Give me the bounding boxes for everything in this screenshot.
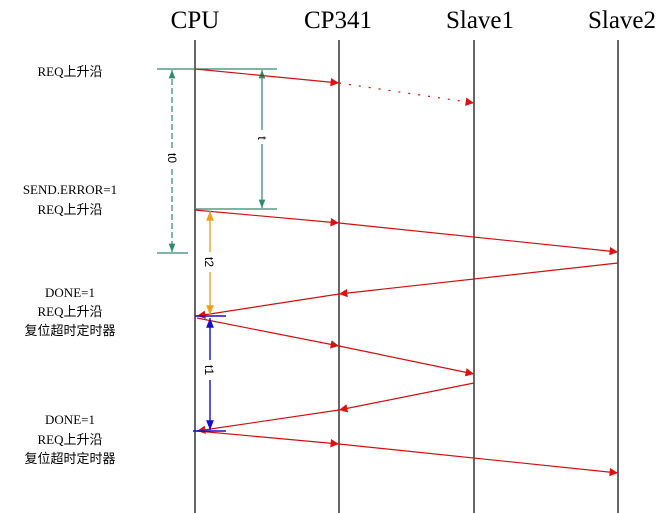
participant-slave2: Slave2 [588, 7, 656, 34]
t1-label: t1 [202, 365, 216, 375]
event-label: 复位超时定时器 [24, 323, 115, 338]
event-label: REQ上升沿 [37, 432, 102, 447]
participant-slave1: Slave1 [446, 7, 514, 34]
message-cp341-slave1 [338, 345, 475, 377]
t0-label: t0 [165, 153, 179, 163]
message-lost-cp341-slave1 [338, 82, 475, 106]
event-label: DONE=1 [45, 412, 95, 427]
t2-label: t2 [202, 257, 216, 267]
event-label: REQ上升沿 [37, 304, 102, 319]
message-req-cpu-cp341 [194, 68, 340, 87]
t-label: t [255, 136, 269, 140]
message-cp341-cpu [196, 409, 340, 434]
message-cp341-slave2 [338, 222, 619, 256]
event-label: REQ上升沿 [37, 64, 102, 79]
participant-cpu: CPU [171, 7, 220, 34]
event-label: SEND.ERROR=1 [23, 182, 117, 197]
message-req-cpu-cp341 [196, 430, 340, 448]
message-cp341-slave2 [338, 443, 619, 477]
message-req-cpu-cp341 [196, 317, 340, 349]
participant-cp341: CP341 [304, 7, 372, 34]
event-label: 复位超时定时器 [24, 451, 115, 466]
message-req-cpu-cp341 [194, 209, 340, 227]
message-cp341-cpu [196, 293, 340, 319]
message-slave1-cp341 [338, 382, 475, 413]
event-label: DONE=1 [45, 285, 95, 300]
event-label: REQ上升沿 [37, 202, 102, 217]
message-slave2-cp341 [338, 262, 619, 298]
